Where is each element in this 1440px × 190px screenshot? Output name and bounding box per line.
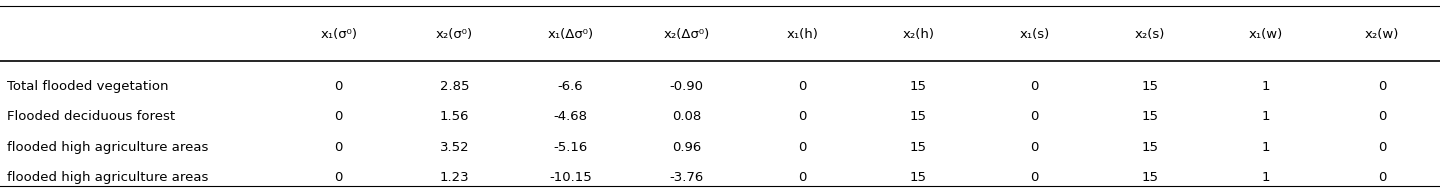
Text: -5.16: -5.16 bbox=[553, 141, 588, 154]
Text: 0: 0 bbox=[1030, 141, 1038, 154]
Text: 1.56: 1.56 bbox=[441, 110, 469, 123]
Text: 0: 0 bbox=[798, 80, 806, 93]
Text: x₂(h): x₂(h) bbox=[903, 28, 935, 41]
Text: 1.23: 1.23 bbox=[439, 171, 469, 184]
Text: 0: 0 bbox=[1378, 80, 1387, 93]
Text: 3.52: 3.52 bbox=[439, 141, 469, 154]
Text: 1: 1 bbox=[1261, 80, 1270, 93]
Text: x₂(σ⁰): x₂(σ⁰) bbox=[436, 28, 474, 41]
Text: 0: 0 bbox=[334, 110, 343, 123]
Text: 15: 15 bbox=[1142, 80, 1159, 93]
Text: 2.85: 2.85 bbox=[441, 80, 469, 93]
Text: 0: 0 bbox=[798, 141, 806, 154]
Text: -0.90: -0.90 bbox=[670, 80, 704, 93]
Text: 15: 15 bbox=[910, 141, 927, 154]
Text: 0: 0 bbox=[334, 171, 343, 184]
Text: 0: 0 bbox=[798, 110, 806, 123]
Text: 0: 0 bbox=[1378, 110, 1387, 123]
Text: 15: 15 bbox=[1142, 141, 1159, 154]
Text: 0: 0 bbox=[1030, 171, 1038, 184]
Text: flooded high agriculture areas: flooded high agriculture areas bbox=[7, 141, 209, 154]
Text: 1: 1 bbox=[1261, 171, 1270, 184]
Text: 0.96: 0.96 bbox=[672, 141, 701, 154]
Text: 15: 15 bbox=[1142, 171, 1159, 184]
Text: Flooded deciduous forest: Flooded deciduous forest bbox=[7, 110, 176, 123]
Text: 15: 15 bbox=[910, 80, 927, 93]
Text: 0: 0 bbox=[334, 141, 343, 154]
Text: flooded high agriculture areas: flooded high agriculture areas bbox=[7, 171, 209, 184]
Text: -10.15: -10.15 bbox=[549, 171, 592, 184]
Text: 0: 0 bbox=[334, 80, 343, 93]
Text: x₂(w): x₂(w) bbox=[1365, 28, 1400, 41]
Text: 0: 0 bbox=[798, 171, 806, 184]
Text: 1: 1 bbox=[1261, 141, 1270, 154]
Text: -3.76: -3.76 bbox=[670, 171, 704, 184]
Text: x₂(Δσ⁰): x₂(Δσ⁰) bbox=[664, 28, 710, 41]
Text: x₁(σ⁰): x₁(σ⁰) bbox=[320, 28, 357, 41]
Text: 1: 1 bbox=[1261, 110, 1270, 123]
Text: 0.08: 0.08 bbox=[672, 110, 701, 123]
Text: 0: 0 bbox=[1030, 80, 1038, 93]
Text: 0: 0 bbox=[1378, 141, 1387, 154]
Text: x₁(w): x₁(w) bbox=[1248, 28, 1283, 41]
Text: 15: 15 bbox=[1142, 110, 1159, 123]
Text: 0: 0 bbox=[1030, 110, 1038, 123]
Text: x₁(h): x₁(h) bbox=[786, 28, 818, 41]
Text: Total flooded vegetation: Total flooded vegetation bbox=[7, 80, 168, 93]
Text: x₁(Δσ⁰): x₁(Δσ⁰) bbox=[547, 28, 593, 41]
Text: -6.6: -6.6 bbox=[557, 80, 583, 93]
Text: 15: 15 bbox=[910, 110, 927, 123]
Text: 0: 0 bbox=[1378, 171, 1387, 184]
Text: x₂(s): x₂(s) bbox=[1135, 28, 1165, 41]
Text: -4.68: -4.68 bbox=[553, 110, 588, 123]
Text: x₁(s): x₁(s) bbox=[1020, 28, 1050, 41]
Text: 15: 15 bbox=[910, 171, 927, 184]
